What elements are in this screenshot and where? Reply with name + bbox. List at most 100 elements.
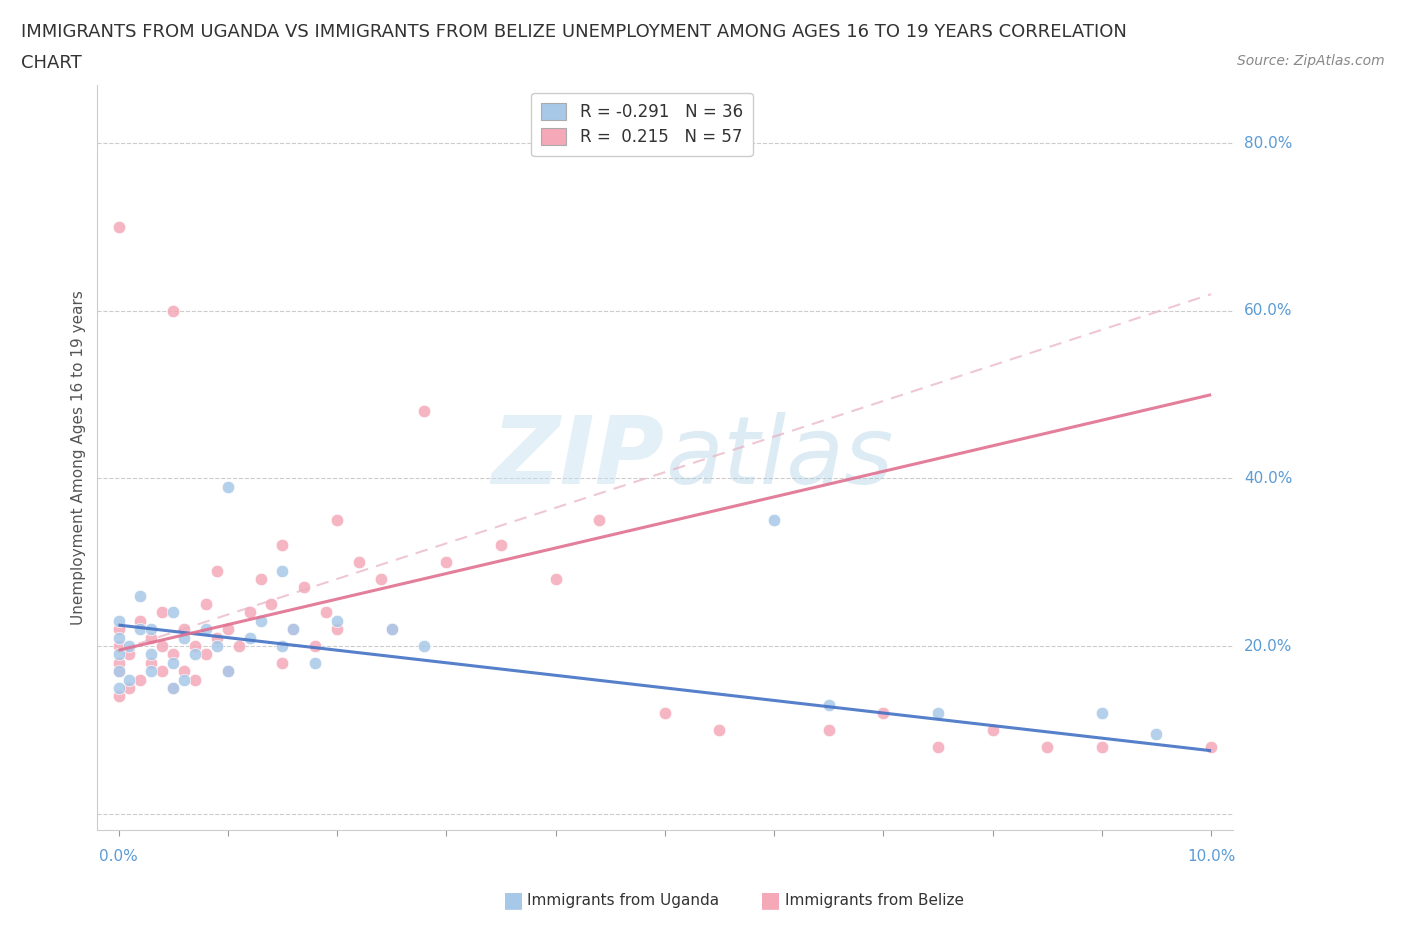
Point: [271, 538, 294, 553]
Point: [304, 656, 326, 671]
Point: [347, 555, 370, 570]
Text: atlas: atlas: [665, 412, 893, 503]
Point: [763, 513, 786, 528]
Point: [271, 564, 294, 578]
Point: [162, 647, 184, 662]
Point: [489, 538, 512, 553]
Point: [326, 513, 349, 528]
Point: [107, 622, 129, 637]
Point: [1199, 739, 1222, 754]
Point: [228, 639, 250, 654]
Point: [194, 622, 217, 637]
Point: [107, 656, 129, 671]
Text: CHART: CHART: [21, 54, 82, 72]
Point: [370, 572, 392, 587]
Text: 20.0%: 20.0%: [1244, 639, 1292, 654]
Point: [184, 639, 207, 654]
Point: [184, 647, 207, 662]
Point: [315, 605, 337, 620]
Point: [173, 672, 195, 687]
Point: [1036, 739, 1059, 754]
Point: [217, 479, 239, 494]
Point: [326, 622, 349, 637]
Point: [150, 664, 173, 679]
Point: [413, 639, 436, 654]
Point: [588, 513, 610, 528]
Point: [118, 647, 141, 662]
Point: [184, 672, 207, 687]
Point: [304, 639, 326, 654]
Text: 0.0%: 0.0%: [100, 849, 138, 864]
Point: [927, 706, 949, 721]
Point: [283, 622, 305, 637]
Point: [107, 631, 129, 645]
Point: [107, 664, 129, 679]
Point: [173, 631, 195, 645]
Point: [107, 639, 129, 654]
Point: [141, 664, 163, 679]
Point: [654, 706, 676, 721]
Point: [141, 647, 163, 662]
Point: [173, 622, 195, 637]
Point: [817, 723, 839, 737]
Point: [709, 723, 731, 737]
Text: Immigrants from Belize: Immigrants from Belize: [785, 893, 963, 908]
Point: [162, 605, 184, 620]
Point: [107, 219, 129, 234]
Point: [205, 639, 228, 654]
Point: [239, 631, 262, 645]
Point: [150, 639, 173, 654]
Point: [141, 622, 163, 637]
Point: [205, 564, 228, 578]
Text: ZIP: ZIP: [492, 411, 665, 503]
Point: [129, 622, 152, 637]
Point: [1091, 706, 1114, 721]
Point: [217, 664, 239, 679]
Point: [107, 689, 129, 704]
Point: [162, 656, 184, 671]
Point: [129, 614, 152, 629]
Point: [205, 631, 228, 645]
Text: 80.0%: 80.0%: [1244, 136, 1292, 151]
Point: [118, 672, 141, 687]
Point: [271, 656, 294, 671]
Point: [1091, 739, 1114, 754]
Point: [326, 614, 349, 629]
Point: [413, 404, 436, 418]
Point: [260, 597, 283, 612]
Y-axis label: Unemployment Among Ages 16 to 19 years: Unemployment Among Ages 16 to 19 years: [72, 290, 86, 625]
Text: 10.0%: 10.0%: [1187, 849, 1236, 864]
Point: [129, 672, 152, 687]
Point: [162, 681, 184, 696]
Text: Immigrants from Uganda: Immigrants from Uganda: [527, 893, 720, 908]
Point: [217, 664, 239, 679]
Point: [271, 639, 294, 654]
Point: [107, 614, 129, 629]
Point: [249, 614, 271, 629]
Point: [141, 656, 163, 671]
Point: [162, 303, 184, 318]
Point: [1146, 726, 1168, 741]
Point: [544, 572, 567, 587]
Text: ■: ■: [503, 890, 523, 910]
Point: [872, 706, 894, 721]
Text: 60.0%: 60.0%: [1244, 303, 1292, 318]
Point: [150, 605, 173, 620]
Point: [162, 681, 184, 696]
Text: Source: ZipAtlas.com: Source: ZipAtlas.com: [1237, 54, 1385, 68]
Point: [129, 589, 152, 604]
Point: [292, 580, 315, 595]
Point: [817, 698, 839, 712]
Point: [249, 572, 271, 587]
Text: IMMIGRANTS FROM UGANDA VS IMMIGRANTS FROM BELIZE UNEMPLOYMENT AMONG AGES 16 TO 1: IMMIGRANTS FROM UGANDA VS IMMIGRANTS FRO…: [21, 23, 1128, 41]
Point: [141, 631, 163, 645]
Point: [107, 681, 129, 696]
Point: [194, 597, 217, 612]
Point: [118, 681, 141, 696]
Point: [927, 739, 949, 754]
Text: ■: ■: [761, 890, 780, 910]
Point: [118, 639, 141, 654]
Point: [217, 622, 239, 637]
Point: [173, 664, 195, 679]
Point: [283, 622, 305, 637]
